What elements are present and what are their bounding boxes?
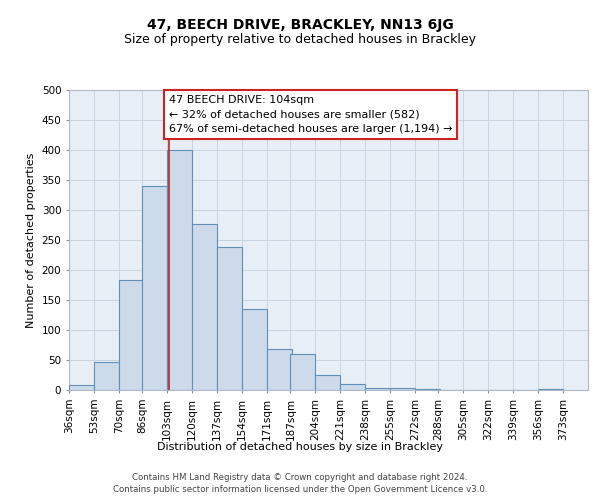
- Text: 47 BEECH DRIVE: 104sqm
← 32% of detached houses are smaller (582)
67% of semi-de: 47 BEECH DRIVE: 104sqm ← 32% of detached…: [169, 95, 452, 134]
- Bar: [290, 354, 316, 390]
- Bar: [267, 349, 292, 390]
- Y-axis label: Number of detached properties: Number of detached properties: [26, 152, 36, 328]
- Bar: [167, 150, 192, 390]
- Bar: [69, 385, 94, 390]
- Bar: [192, 224, 217, 390]
- Bar: [217, 247, 242, 390]
- Bar: [142, 186, 167, 390]
- Text: Distribution of detached houses by size in Brackley: Distribution of detached houses by size …: [157, 442, 443, 452]
- Bar: [390, 388, 415, 390]
- Bar: [340, 384, 365, 390]
- Bar: [242, 309, 267, 390]
- Bar: [316, 375, 340, 390]
- Bar: [538, 389, 563, 390]
- Bar: [119, 280, 144, 390]
- Bar: [365, 388, 390, 390]
- Text: Size of property relative to detached houses in Brackley: Size of property relative to detached ho…: [124, 32, 476, 46]
- Bar: [94, 362, 119, 390]
- Bar: [415, 389, 440, 390]
- Text: Contains public sector information licensed under the Open Government Licence v3: Contains public sector information licen…: [113, 485, 487, 494]
- Text: Contains HM Land Registry data © Crown copyright and database right 2024.: Contains HM Land Registry data © Crown c…: [132, 472, 468, 482]
- Text: 47, BEECH DRIVE, BRACKLEY, NN13 6JG: 47, BEECH DRIVE, BRACKLEY, NN13 6JG: [146, 18, 454, 32]
